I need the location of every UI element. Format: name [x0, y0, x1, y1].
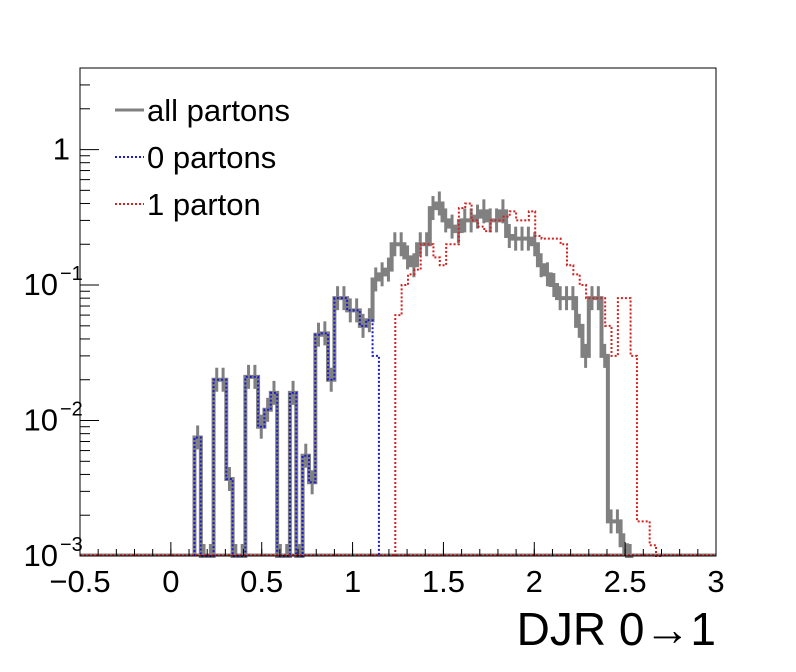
x-tick-label: 1.5	[422, 564, 465, 599]
legend-label-0-partons: 0 partons	[147, 140, 276, 175]
plot-frame	[79, 67, 717, 557]
y-tick-label: 10	[24, 267, 58, 302]
y-tick-label: 10	[24, 403, 58, 438]
legend-label-all-partons: all partons	[147, 93, 290, 128]
x-tick-label: −0.5	[49, 564, 110, 599]
y-tick-label: 10	[24, 538, 58, 573]
x-tick-label: 2.5	[604, 564, 647, 599]
y-tick-label: 1	[53, 132, 70, 167]
y-tick-exponent: −1	[60, 263, 83, 285]
series-line-0-partons	[193, 297, 380, 557]
y-tick-exponent: −2	[60, 399, 83, 421]
x-tick-label: 0	[162, 564, 179, 599]
x-tick-label: 1	[344, 564, 361, 599]
x-axis-title: DJR 0→1	[517, 603, 716, 655]
series-line-all-partons	[192, 201, 634, 558]
ticks-layer: −0.5 0 0.5 1 1.5 2 2.5 310 −310 −210 −11	[24, 67, 725, 599]
x-tick-label: 0.5	[240, 564, 283, 599]
x-tick-label: 3	[707, 564, 724, 599]
series-layer	[80, 191, 716, 558]
x-tick-label: 2	[526, 564, 543, 599]
legend-label-1-parton: 1 parton	[147, 187, 261, 222]
y-tick-exponent: −3	[60, 534, 83, 556]
legend: all partons 0 partons 1 parton	[115, 93, 290, 222]
series-line-1-parton	[394, 202, 663, 557]
